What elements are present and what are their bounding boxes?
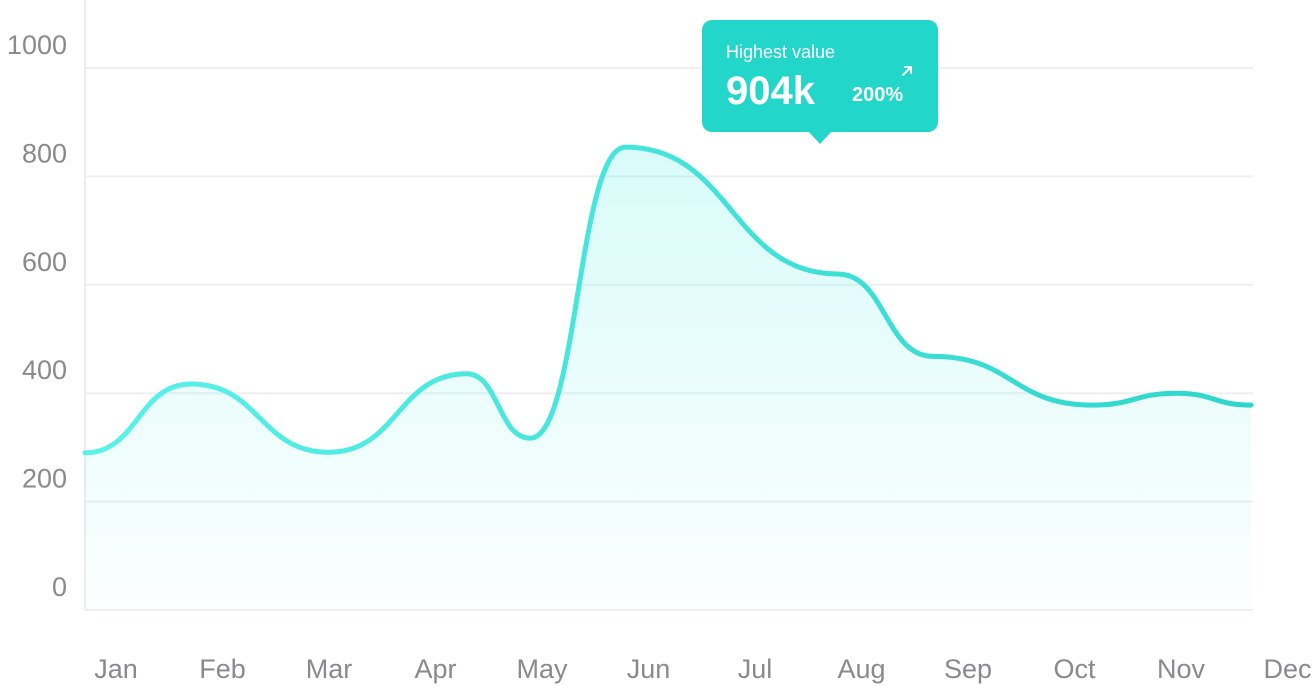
x-tick-label: Jan: [94, 654, 138, 684]
data-point: [836, 272, 840, 276]
data-point: [624, 145, 628, 149]
data-point: [1090, 403, 1094, 407]
y-tick-label: 0: [52, 572, 67, 602]
data-point: [465, 372, 469, 376]
data-point: [528, 436, 532, 440]
data-point: [931, 354, 935, 358]
tooltip-change: 200%: [852, 84, 904, 106]
y-tick-label: 200: [22, 464, 67, 494]
series-area: [85, 147, 1251, 610]
series-line: [82, 144, 1254, 456]
y-axis-labels: 0 200 400 600 800 1000: [7, 30, 67, 602]
x-axis-labels: Jan Feb Mar Apr May Jun Jul Aug Sep Oct Nov Dec: [94, 654, 1311, 684]
tooltip-title: Highest value: [726, 42, 836, 62]
y-tick-label: 800: [22, 138, 67, 168]
x-tick-label: Nov: [1157, 654, 1206, 684]
data-point: [1175, 391, 1179, 395]
x-tick-label: Apr: [414, 654, 456, 684]
y-tick-label: 600: [22, 247, 67, 277]
x-tick-label: Jun: [627, 654, 671, 684]
x-tick-label: May: [516, 654, 568, 684]
data-point: [189, 382, 193, 386]
data-point: [83, 451, 87, 455]
data-point: [327, 450, 331, 454]
arrow-up-right-icon: [902, 66, 912, 76]
tooltip-value: 904k: [726, 69, 815, 113]
x-tick-label: Mar: [306, 654, 353, 684]
x-tick-label: Dec: [1263, 654, 1311, 684]
y-tick-label: 1000: [7, 30, 67, 60]
x-tick-label: Jul: [738, 654, 773, 684]
highest-value-tooltip: Highest value 904k 200%: [702, 20, 938, 144]
data-point: [1249, 403, 1253, 407]
x-tick-label: Aug: [837, 654, 885, 684]
y-tick-label: 400: [22, 355, 67, 385]
x-tick-label: Sep: [944, 654, 992, 684]
x-tick-label: Feb: [199, 654, 246, 684]
x-tick-label: Oct: [1053, 654, 1096, 684]
